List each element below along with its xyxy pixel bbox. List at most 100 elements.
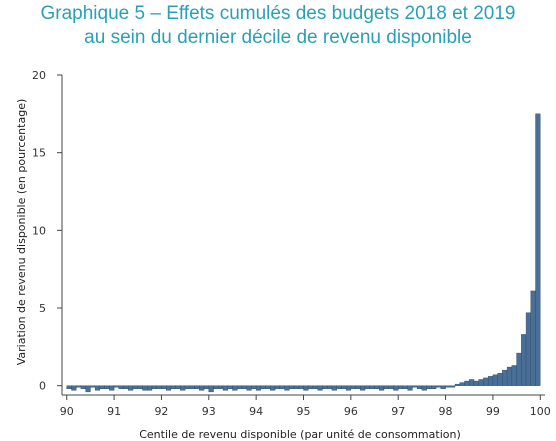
- bar: [175, 385, 181, 389]
- bar: [521, 334, 527, 386]
- bar: [76, 385, 82, 388]
- bar: [161, 385, 167, 389]
- bar: [469, 379, 475, 386]
- bar: [180, 385, 186, 391]
- bar: [137, 385, 143, 389]
- bar: [99, 385, 105, 389]
- bar: [104, 385, 110, 389]
- bar: [260, 385, 266, 389]
- bar: [388, 385, 394, 389]
- bar: [426, 385, 432, 389]
- x-tick-label: 94: [249, 405, 263, 418]
- bar: [454, 383, 460, 386]
- bar: [317, 385, 323, 391]
- bar: [497, 373, 503, 386]
- bar: [360, 385, 366, 391]
- bar: [416, 385, 423, 389]
- bar: [241, 385, 247, 389]
- bar: [464, 380, 470, 386]
- bar: [265, 385, 271, 389]
- y-tick-label: 5: [39, 302, 46, 315]
- bar: [142, 385, 148, 391]
- bar: [213, 385, 219, 389]
- bar: [407, 385, 413, 391]
- bar: [398, 385, 404, 389]
- bar: [459, 382, 465, 386]
- bar: [350, 385, 356, 389]
- x-tick-label: 97: [391, 405, 405, 418]
- chart-title-line-2: au sein du dernier décile de revenu disp…: [84, 27, 472, 48]
- bar: [364, 385, 370, 389]
- x-tick-label: 98: [439, 405, 453, 418]
- bar: [506, 366, 513, 386]
- chart-title: Graphique 5 – Effets cumulés des budgets…: [0, 2, 556, 50]
- bar: [184, 385, 191, 389]
- bar: [440, 385, 446, 389]
- bar: [279, 385, 285, 389]
- bar: [492, 374, 498, 386]
- bar: [511, 365, 517, 386]
- bar: [289, 385, 295, 389]
- bar: [284, 385, 290, 391]
- bar: [170, 385, 176, 389]
- bar: [393, 385, 399, 391]
- bar: [322, 385, 328, 389]
- bar: [421, 385, 427, 391]
- bar: [483, 377, 489, 386]
- bar: [237, 385, 243, 389]
- x-tick-label: 95: [297, 405, 311, 418]
- bar: [85, 385, 91, 393]
- bar: [147, 385, 153, 391]
- bar: [165, 385, 172, 391]
- bar: [435, 385, 442, 388]
- bar: [345, 385, 352, 391]
- bar: [132, 385, 138, 389]
- bar: [516, 352, 522, 386]
- bar: [218, 385, 224, 389]
- bar: [326, 385, 333, 389]
- bar: [251, 385, 257, 389]
- bar: [530, 290, 536, 386]
- y-tick-label: 10: [32, 224, 46, 237]
- bar: [487, 376, 494, 386]
- bar: [383, 385, 389, 389]
- bar: [94, 385, 101, 391]
- bar: [412, 385, 418, 388]
- bar: [203, 385, 209, 389]
- bar: [232, 385, 238, 391]
- bar: [525, 312, 531, 386]
- bar: [369, 385, 375, 389]
- bar: [90, 385, 96, 388]
- bar: [336, 385, 342, 389]
- y-tick-label: 0: [39, 380, 46, 393]
- bar: [312, 385, 318, 389]
- x-tick-label: 90: [60, 405, 74, 418]
- bar: [246, 385, 252, 391]
- bar: [270, 385, 276, 391]
- x-axis-label: Centile de revenu disponible (par unité …: [139, 428, 461, 441]
- bar: [194, 385, 200, 389]
- bar: [71, 385, 77, 391]
- bar: [473, 380, 479, 386]
- bar: [298, 385, 304, 389]
- y-tick-label: 20: [32, 69, 46, 82]
- bar: [208, 385, 214, 393]
- x-tick-label: 92: [154, 405, 168, 418]
- x-tick-label: 91: [107, 405, 121, 418]
- bar: [123, 385, 129, 389]
- bar: [255, 385, 262, 391]
- bar: [331, 385, 337, 391]
- bar: [156, 385, 162, 389]
- bar: [274, 385, 281, 389]
- bar: [293, 385, 299, 389]
- bar: [199, 385, 205, 391]
- bar: [66, 385, 72, 389]
- bar: [80, 385, 86, 389]
- bar: [189, 385, 195, 389]
- bar: [341, 385, 347, 389]
- x-tick-label: 93: [202, 405, 216, 418]
- bar: [151, 385, 157, 389]
- bar: [379, 385, 385, 391]
- bar: [113, 385, 120, 388]
